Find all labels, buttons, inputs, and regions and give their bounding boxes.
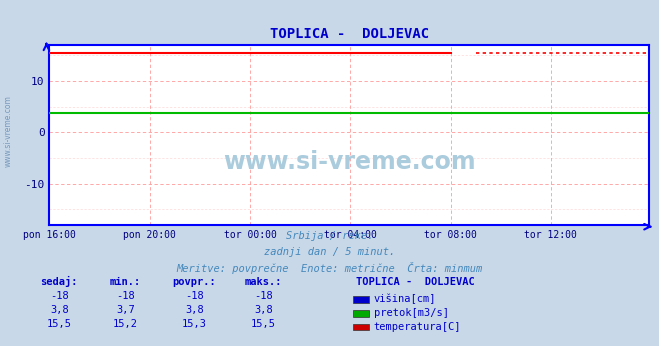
Text: 3,7: 3,7 (116, 305, 134, 315)
Text: min.:: min.: (109, 277, 141, 288)
Text: višina[cm]: višina[cm] (374, 294, 436, 304)
Text: Srbija / reke.: Srbija / reke. (286, 231, 373, 241)
Text: sedaj:: sedaj: (41, 276, 78, 288)
Text: www.si-vreme.com: www.si-vreme.com (223, 150, 476, 174)
Text: temperatura[C]: temperatura[C] (374, 322, 461, 332)
Text: maks.:: maks.: (245, 277, 282, 288)
Text: www.si-vreme.com: www.si-vreme.com (3, 95, 13, 167)
Text: povpr.:: povpr.: (173, 277, 216, 288)
Text: 3,8: 3,8 (50, 305, 69, 315)
Text: 15,2: 15,2 (113, 319, 138, 329)
Text: 3,8: 3,8 (185, 305, 204, 315)
Text: -18: -18 (50, 291, 69, 301)
Text: TOPLICA -  DOLJEVAC: TOPLICA - DOLJEVAC (356, 277, 474, 288)
Text: 15,5: 15,5 (251, 319, 276, 329)
Text: -18: -18 (116, 291, 134, 301)
Text: -18: -18 (254, 291, 273, 301)
Text: 15,5: 15,5 (47, 319, 72, 329)
Title: TOPLICA -  DOLJEVAC: TOPLICA - DOLJEVAC (270, 27, 429, 41)
Text: zadnji dan / 5 minut.: zadnji dan / 5 minut. (264, 247, 395, 257)
Text: pretok[m3/s]: pretok[m3/s] (374, 308, 449, 318)
Text: 3,8: 3,8 (254, 305, 273, 315)
Text: -18: -18 (185, 291, 204, 301)
Text: 15,3: 15,3 (182, 319, 207, 329)
Text: Meritve: povprečne  Enote: metrične  Črta: minmum: Meritve: povprečne Enote: metrične Črta:… (177, 262, 482, 274)
